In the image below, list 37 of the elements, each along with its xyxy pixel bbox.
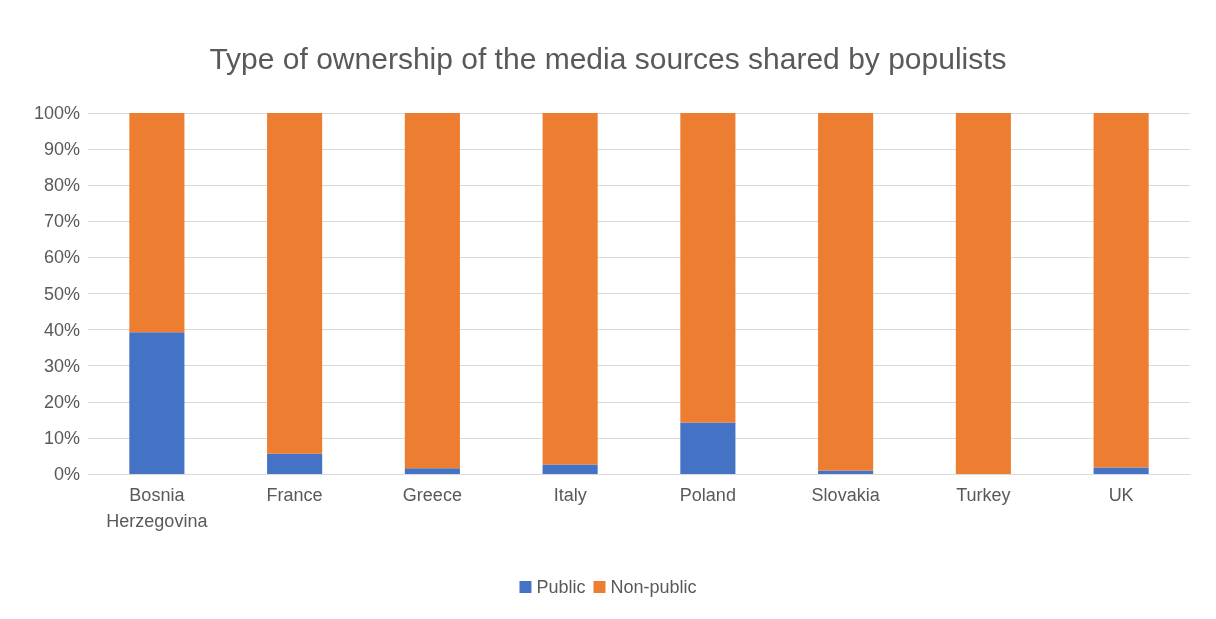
legend-label: Non-public bbox=[610, 577, 697, 597]
y-tick-label: 100% bbox=[33, 103, 80, 123]
bar bbox=[955, 113, 1011, 474]
bar bbox=[267, 113, 323, 454]
y-tick-label: 60% bbox=[43, 247, 80, 268]
bar bbox=[542, 113, 598, 465]
x-tick-label: Poland bbox=[679, 485, 736, 505]
bar bbox=[818, 113, 874, 471]
x-tick-label: Bosnia Herzegovina bbox=[106, 485, 209, 531]
bar bbox=[680, 422, 736, 474]
y-tick-label: 90% bbox=[43, 139, 80, 160]
bar bbox=[404, 468, 460, 474]
bar bbox=[129, 332, 185, 474]
y-tick-label: 80% bbox=[43, 175, 80, 196]
x-tick-label: France bbox=[266, 485, 323, 505]
x-tick-label: Italy bbox=[553, 485, 587, 505]
y-tick-label: 70% bbox=[43, 211, 80, 232]
bar bbox=[1093, 467, 1149, 474]
legend-label: Public bbox=[536, 577, 586, 597]
bar bbox=[129, 113, 185, 333]
x-tick-label: Greece bbox=[402, 485, 462, 505]
bar bbox=[818, 470, 874, 474]
x-tick-label: Turkey bbox=[956, 485, 1011, 505]
bar bbox=[1093, 113, 1149, 468]
y-tick-label: 50% bbox=[43, 283, 80, 304]
y-tick-label: 0% bbox=[53, 464, 80, 484]
y-tick-label: 20% bbox=[43, 391, 80, 412]
bar bbox=[680, 113, 736, 423]
bar bbox=[542, 464, 598, 474]
y-tick-label: 10% bbox=[43, 427, 80, 448]
x-tick-label: Slovakia bbox=[811, 485, 881, 505]
bar bbox=[267, 453, 323, 474]
y-tick-label: 30% bbox=[43, 355, 80, 376]
x-tick-label: UK bbox=[1108, 485, 1134, 505]
y-tick-label: 40% bbox=[43, 319, 80, 340]
bar bbox=[404, 113, 460, 469]
chart-title: Type of ownership of the media sources shared by populists bbox=[209, 41, 1007, 75]
